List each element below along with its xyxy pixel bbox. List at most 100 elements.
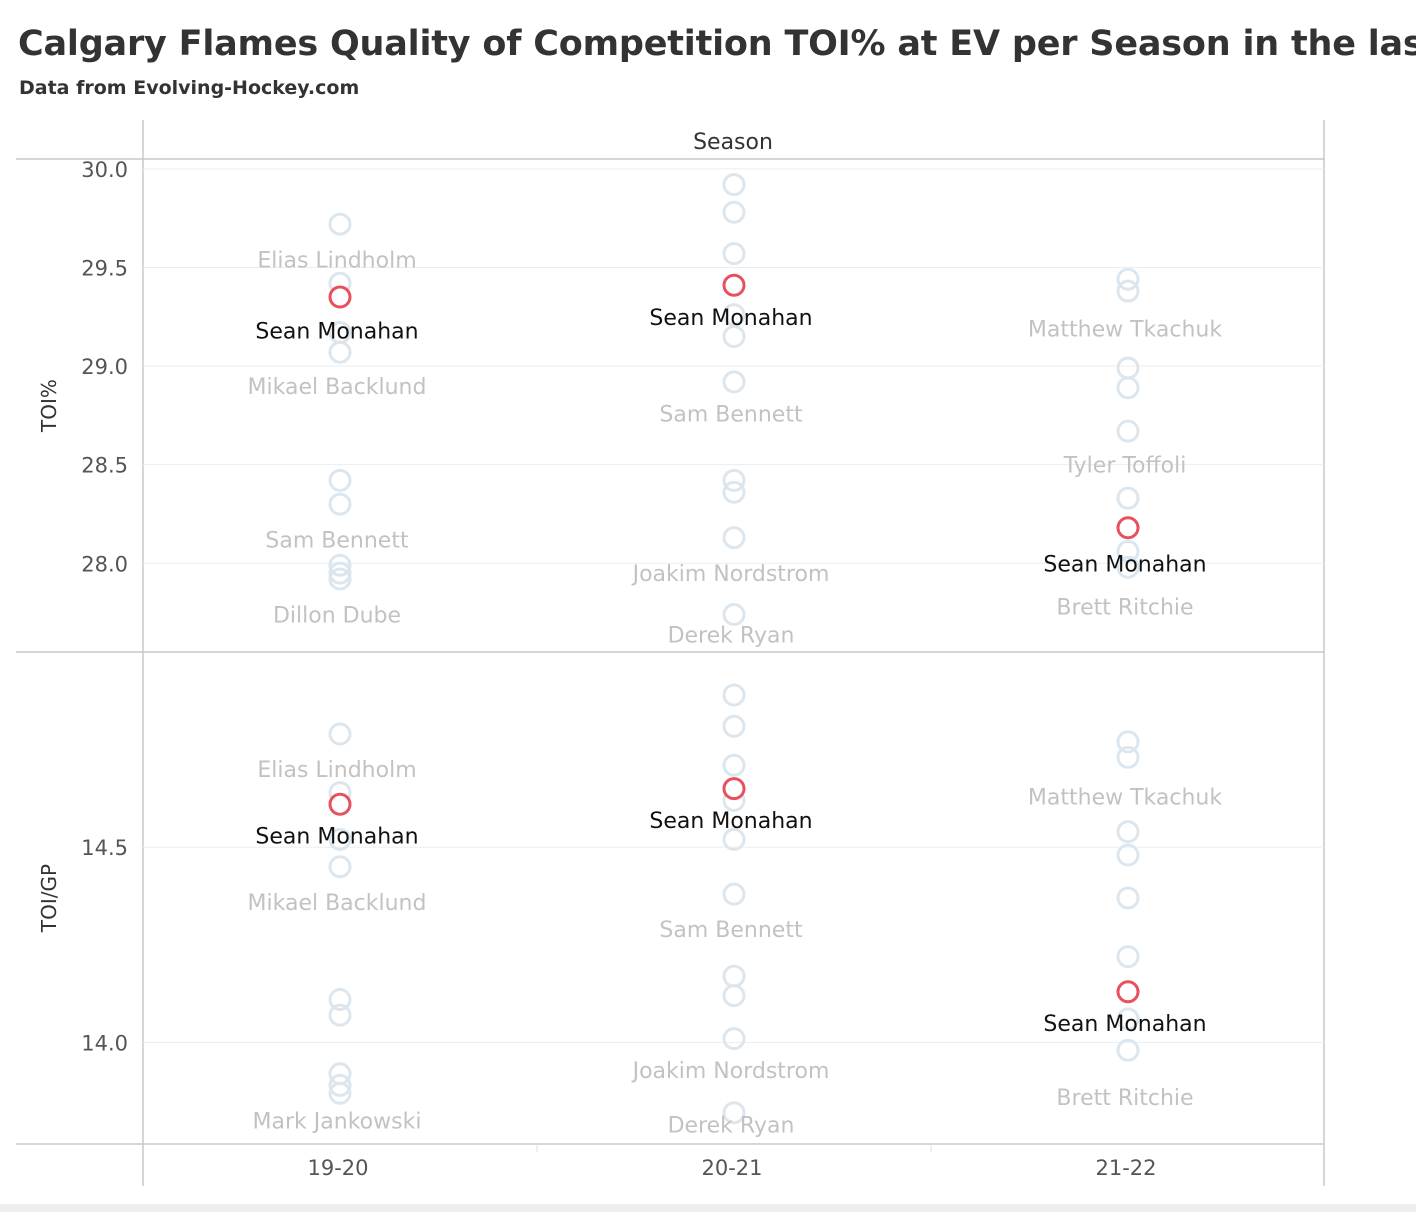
player-label: Derek Ryan — [668, 623, 795, 648]
player-label: Tyler Toffoli — [1063, 454, 1187, 479]
player-label: Joakim Nordstrom — [631, 1059, 830, 1084]
player-point — [328, 827, 352, 851]
player-point — [722, 827, 746, 851]
player-point — [1116, 730, 1140, 754]
player-point — [722, 200, 746, 224]
player-point — [722, 984, 746, 1008]
player-point — [328, 1003, 352, 1027]
player-point — [328, 561, 352, 585]
y-tick-label: 29.0 — [81, 355, 128, 379]
player-point — [1116, 1038, 1140, 1062]
player-point — [722, 526, 746, 550]
player-point — [722, 683, 746, 707]
x-tick-label: 20-21 — [701, 1156, 762, 1180]
player-point — [1116, 356, 1140, 380]
player-point — [1116, 486, 1140, 510]
player-point — [328, 1062, 352, 1086]
player-label: Mikael Backlund — [248, 375, 427, 400]
player-point — [328, 1073, 352, 1097]
gridlines — [143, 168, 1324, 1043]
player-point — [1116, 419, 1140, 443]
player-label: Brett Ritchie — [1056, 1086, 1193, 1111]
player-point — [328, 553, 352, 577]
y-tick-label: 14.0 — [81, 1031, 128, 1055]
player-point — [328, 988, 352, 1012]
player-point — [328, 855, 352, 879]
player-point — [328, 468, 352, 492]
y-tick-label: 29.5 — [81, 256, 128, 280]
player-label: Sam Bennett — [265, 529, 409, 554]
player-point — [328, 1081, 352, 1105]
y-axis-label: TOI/GP — [37, 864, 61, 933]
x-tick-label: 21-22 — [1095, 1156, 1156, 1180]
player-point — [1116, 539, 1140, 563]
player-label: Dillon Dube — [273, 604, 401, 629]
highlight-player-label: Sean Monahan — [255, 320, 418, 345]
player-label: Matthew Tkachuk — [1028, 785, 1222, 810]
highlight-point — [1116, 980, 1140, 1004]
highlight-player-label: Sean Monahan — [649, 306, 812, 331]
player-label: Sam Bennett — [659, 402, 803, 427]
player-point — [1116, 745, 1140, 769]
player-label: Brett Ritchie — [1056, 596, 1193, 621]
y-axis-labels: TOI% TOI/GP — [37, 379, 61, 933]
y-tick-label: 28.5 — [81, 454, 128, 478]
player-label: Matthew Tkachuk — [1028, 318, 1222, 343]
player-point — [722, 1027, 746, 1051]
player-point — [722, 714, 746, 738]
bottom-strip — [0, 1204, 1416, 1212]
player-point — [1116, 267, 1140, 291]
player-point — [1116, 820, 1140, 844]
chart-title: Calgary Flames Quality of Competition TO… — [18, 24, 1416, 64]
player-point — [1116, 1007, 1140, 1031]
player-label: Derek Ryan — [668, 1113, 795, 1138]
player-label: Sam Bennett — [659, 918, 803, 943]
player-label: Mark Jankowski — [253, 1110, 422, 1135]
highlight-point — [328, 792, 352, 816]
chart-subtitle: Data from Evolving-Hockey.com — [19, 77, 360, 99]
player-point — [722, 603, 746, 627]
player-label: Joakim Nordstrom — [631, 562, 830, 587]
player-point — [1116, 843, 1140, 867]
player-point — [722, 303, 746, 327]
highlight-point — [722, 273, 746, 297]
player-label: Elias Lindholm — [257, 249, 416, 274]
player-point — [1116, 279, 1140, 303]
highlight-point — [722, 777, 746, 801]
x-tick-labels: 19-20 20-21 21-22 — [307, 1156, 1156, 1180]
highlight-player-label: Sean Monahan — [255, 825, 418, 850]
player-label: Mikael Backlund — [248, 891, 427, 916]
highlight-player-label: Sean Monahan — [1043, 1012, 1206, 1037]
highlight-point — [1116, 516, 1140, 540]
player-point — [722, 1101, 746, 1125]
player-point — [722, 468, 746, 492]
highlight-player-label: Sean Monahan — [649, 809, 812, 834]
x-tick-label: 19-20 — [307, 1156, 368, 1180]
player-point — [1116, 376, 1140, 400]
column-header: Season — [693, 130, 773, 155]
highlight-player-label: Sean Monahan — [1043, 552, 1206, 577]
player-point — [722, 753, 746, 777]
player-point — [328, 340, 352, 364]
player-point — [1116, 945, 1140, 969]
player-point — [328, 722, 352, 746]
player-point — [722, 370, 746, 394]
y-tick-label: 30.0 — [81, 158, 128, 182]
player-point — [328, 567, 352, 591]
player-point — [722, 964, 746, 988]
player-point — [722, 882, 746, 906]
player-label: Elias Lindholm — [257, 758, 416, 783]
player-point — [722, 173, 746, 197]
y-axis-label: TOI% — [37, 379, 61, 433]
data-points — [328, 173, 1140, 1125]
highlight-point — [328, 285, 352, 309]
player-point — [1116, 555, 1140, 579]
player-labels: Elias Lindholm Sean Monahan Mikael Backlun… — [248, 249, 1223, 1139]
player-point — [722, 324, 746, 348]
y-tick-label: 28.0 — [81, 552, 128, 576]
player-point — [1116, 886, 1140, 910]
player-point — [328, 492, 352, 516]
player-point — [722, 242, 746, 266]
player-point — [328, 212, 352, 236]
